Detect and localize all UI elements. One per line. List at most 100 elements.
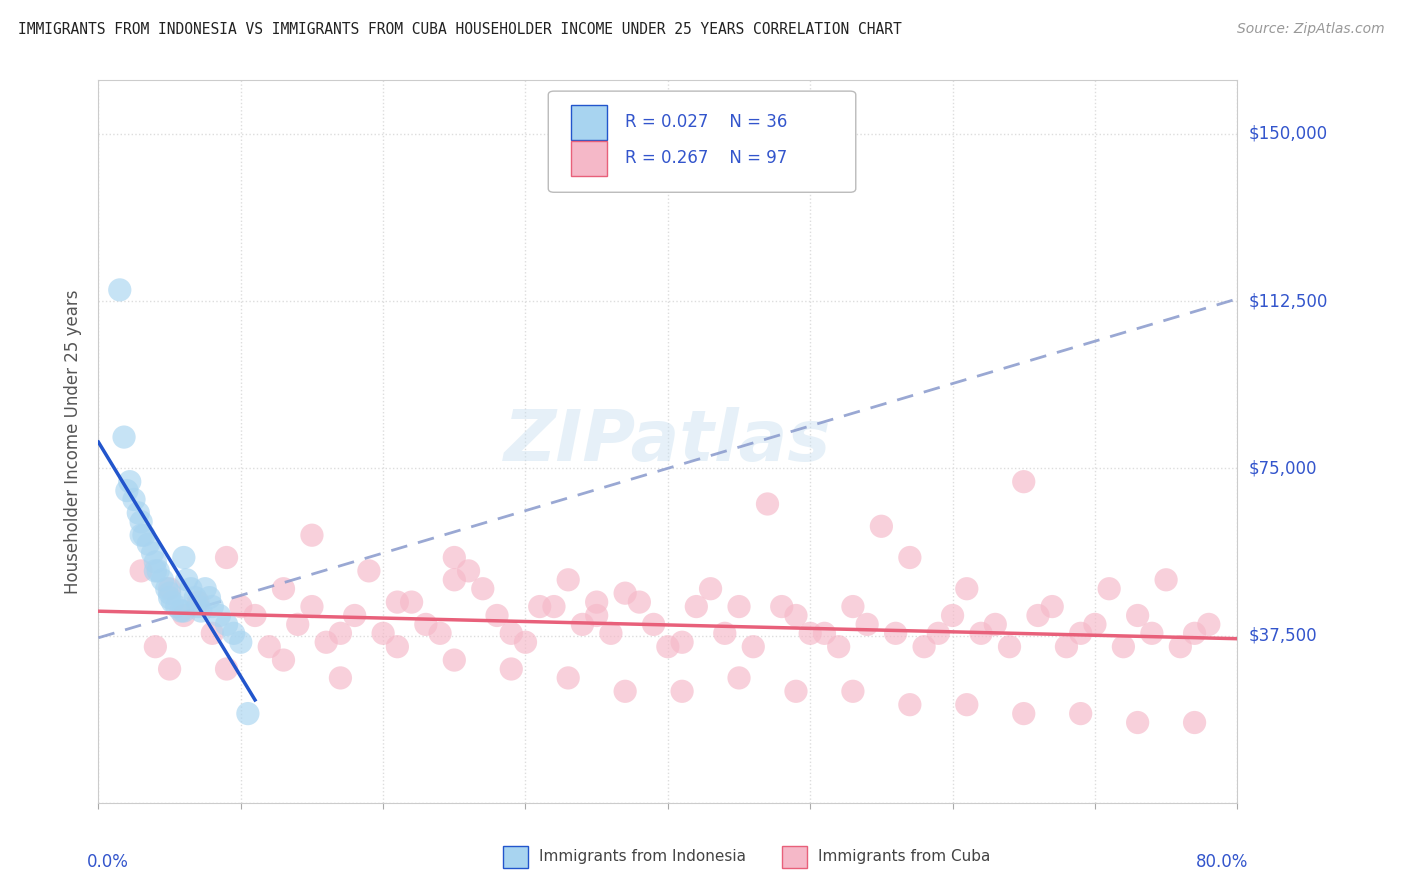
FancyBboxPatch shape	[503, 847, 527, 868]
Point	[984, 617, 1007, 632]
Point	[329, 626, 352, 640]
Text: Source: ZipAtlas.com: Source: ZipAtlas.com	[1237, 22, 1385, 37]
Point	[742, 640, 765, 654]
Point	[671, 635, 693, 649]
Point	[198, 591, 221, 605]
Point	[457, 564, 479, 578]
Point	[856, 617, 879, 632]
Point	[184, 591, 207, 605]
Point	[357, 564, 380, 578]
Point	[229, 635, 252, 649]
Point	[756, 497, 779, 511]
Point	[222, 626, 245, 640]
Point	[152, 573, 174, 587]
Point	[699, 582, 721, 596]
Point	[1056, 640, 1078, 654]
Point	[301, 599, 323, 614]
Point	[486, 608, 509, 623]
Point	[1126, 608, 1149, 623]
Point	[194, 582, 217, 596]
Text: $75,000: $75,000	[1249, 459, 1317, 477]
FancyBboxPatch shape	[571, 141, 607, 176]
Point	[728, 599, 751, 614]
Point	[671, 684, 693, 698]
Point	[315, 635, 337, 649]
Point	[557, 573, 579, 587]
Point	[129, 515, 152, 529]
Point	[1112, 640, 1135, 654]
Text: ZIPatlas: ZIPatlas	[505, 407, 831, 476]
Point	[600, 626, 623, 640]
Point	[173, 604, 195, 618]
Point	[1198, 617, 1220, 632]
Text: IMMIGRANTS FROM INDONESIA VS IMMIGRANTS FROM CUBA HOUSEHOLDER INCOME UNDER 25 YE: IMMIGRANTS FROM INDONESIA VS IMMIGRANTS …	[18, 22, 903, 37]
Point	[229, 599, 252, 614]
Point	[170, 604, 193, 618]
Point	[1070, 706, 1092, 721]
Point	[1026, 608, 1049, 623]
Point	[585, 595, 607, 609]
Point	[118, 475, 141, 489]
Text: Immigrants from Cuba: Immigrants from Cuba	[818, 849, 991, 864]
Point	[287, 617, 309, 632]
Point	[162, 595, 184, 609]
Point	[173, 550, 195, 565]
Point	[529, 599, 551, 614]
Point	[156, 582, 179, 596]
Point	[912, 640, 935, 654]
Point	[501, 662, 523, 676]
Point	[136, 537, 159, 551]
Point	[387, 595, 409, 609]
Point	[571, 617, 593, 632]
Point	[187, 599, 209, 614]
Point	[515, 635, 537, 649]
Point	[201, 626, 224, 640]
FancyBboxPatch shape	[548, 91, 856, 193]
Point	[728, 671, 751, 685]
Point	[236, 706, 259, 721]
Point	[145, 640, 167, 654]
Point	[1012, 475, 1035, 489]
Text: 0.0%: 0.0%	[87, 854, 129, 871]
Text: R = 0.267    N = 97: R = 0.267 N = 97	[624, 149, 787, 168]
Point	[115, 483, 138, 498]
Point	[1184, 715, 1206, 730]
Point	[628, 595, 651, 609]
Point	[770, 599, 793, 614]
Point	[799, 626, 821, 640]
Point	[187, 595, 209, 609]
Point	[828, 640, 851, 654]
Point	[387, 640, 409, 654]
Point	[1154, 573, 1177, 587]
Point	[129, 528, 152, 542]
Text: R = 0.027    N = 36: R = 0.027 N = 36	[624, 113, 787, 131]
Point	[122, 492, 145, 507]
Point	[898, 698, 921, 712]
Point	[145, 564, 167, 578]
Point	[145, 555, 167, 569]
Point	[927, 626, 949, 640]
Text: $37,500: $37,500	[1249, 626, 1317, 645]
Point	[127, 506, 149, 520]
Point	[132, 528, 155, 542]
Point	[429, 626, 451, 640]
Point	[371, 626, 394, 640]
Point	[614, 586, 637, 600]
Point	[329, 671, 352, 685]
Point	[842, 684, 865, 698]
Point	[112, 430, 135, 444]
Point	[970, 626, 993, 640]
Point	[343, 608, 366, 623]
Point	[685, 599, 707, 614]
Point	[148, 564, 170, 578]
Point	[1126, 715, 1149, 730]
Point	[1070, 626, 1092, 640]
Point	[1098, 582, 1121, 596]
Point	[842, 599, 865, 614]
Point	[557, 671, 579, 685]
Point	[956, 582, 979, 596]
Point	[159, 591, 181, 605]
Point	[585, 608, 607, 623]
Point	[176, 573, 198, 587]
Point	[942, 608, 965, 623]
